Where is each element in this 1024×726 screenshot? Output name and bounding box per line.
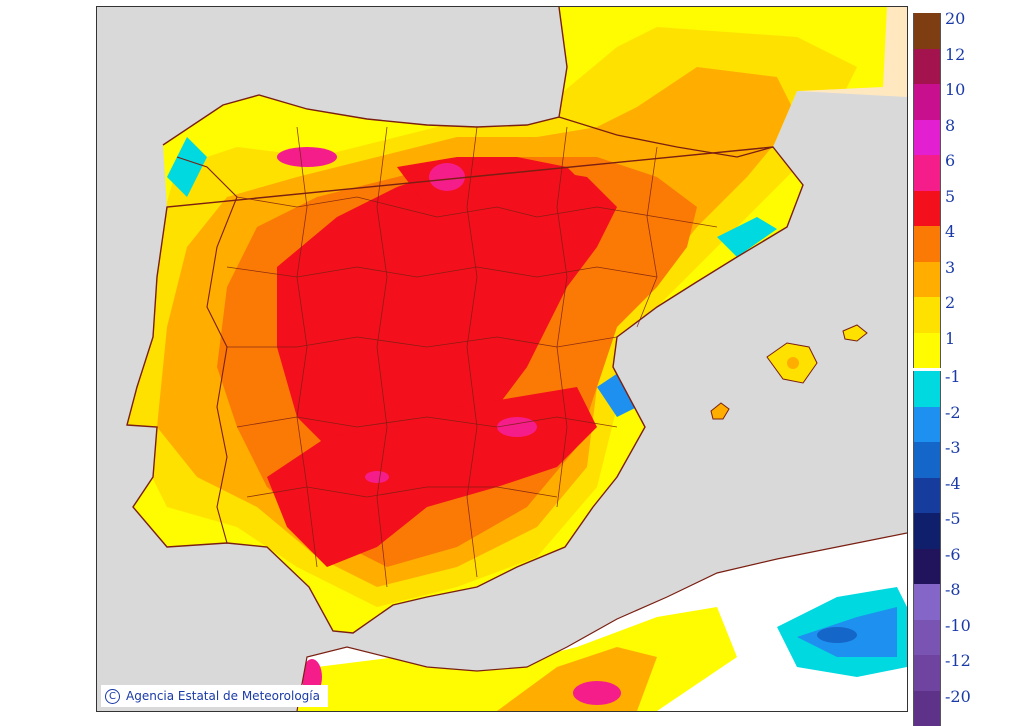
legend-label: 4 [945,224,955,240]
copyright-icon: C [105,689,120,704]
color-legend: 20 12 10 8 6 5 4 3 2 1 -1 -2 -3 -4 -5 -6 -8 -10 -12 -20 [913,13,1023,717]
legend-label: -3 [945,440,961,456]
legend-swatch [913,226,941,262]
legend-label: -5 [945,511,961,527]
legend-label: -1 [945,369,961,385]
legend-swatch [913,442,941,478]
legend-label: 10 [945,82,965,98]
legend-swatch [913,13,941,49]
legend-label: -4 [945,476,961,492]
credit-text: Agencia Estatal de Meteorología [126,689,320,703]
legend-label: 1 [945,331,955,347]
legend-swatch [913,620,941,656]
legend-label: -20 [945,689,971,705]
aemet-watermark: aemet [801,671,893,701]
legend-swatch [913,297,941,333]
legend-swatch [913,691,941,726]
legend-label: -6 [945,547,961,563]
legend-swatch [913,407,941,443]
legend-swatch [913,655,941,691]
legend-swatch [913,333,941,369]
legend-label: 20 [945,11,965,27]
legend-swatch [913,584,941,620]
legend-label: 6 [945,153,955,169]
legend-swatch [913,262,941,298]
legend-label: 2 [945,295,955,311]
legend-swatch [913,155,941,191]
legend-swatch [913,120,941,156]
legend-swatch [913,191,941,227]
legend-label: 12 [945,47,965,63]
legend-swatch [913,513,941,549]
legend-label: 3 [945,260,955,276]
map-canvas [97,7,907,711]
legend-swatch [913,549,941,585]
legend-label: 5 [945,189,955,205]
legend-label: 8 [945,118,955,134]
legend-swatch [913,478,941,514]
legend-label: -2 [945,405,961,421]
legend-label: -12 [945,653,971,669]
mallorca-warm-patch [787,357,799,369]
legend-label: -10 [945,618,971,634]
legend-swatch [913,84,941,120]
legend-label: -8 [945,582,961,598]
aemet-credit: C Agencia Estatal de Meteorología [101,685,328,707]
legend-swatch [913,371,941,407]
legend-swatch [913,49,941,85]
anomaly-map: C Agencia Estatal de Meteorología aemet [96,6,908,712]
